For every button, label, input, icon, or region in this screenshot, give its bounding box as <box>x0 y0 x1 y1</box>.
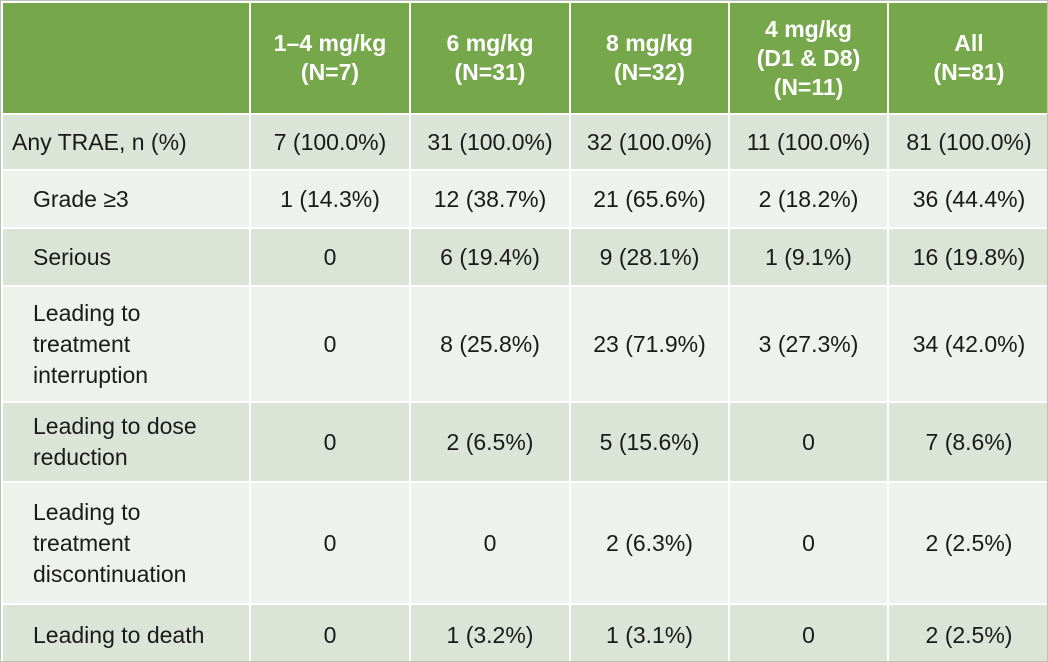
table-cell: 3 (27.3%) <box>728 285 889 403</box>
table-cell: 32 (100.0%) <box>569 113 730 171</box>
header-cell-8-mgkg: 8 mg/kg (N=32) <box>569 1 730 115</box>
header-row: 1–4 mg/kg (N=7) 6 mg/kg (N=31) 8 mg/kg (… <box>1 1 1047 115</box>
header-line: 6 mg/kg <box>446 30 534 56</box>
table-cell: 2 (2.5%) <box>887 481 1047 605</box>
header-line: 4 mg/kg <box>765 15 852 42</box>
table-row: Any TRAE, n (%) 7 (100.0%) 31 (100.0%) 3… <box>1 113 1047 171</box>
row-label-line: discontinuation <box>33 560 187 587</box>
row-label-line: Serious <box>33 243 111 270</box>
header-cell-all: All (N=81) <box>887 1 1047 115</box>
row-label: Leading to death <box>1 603 251 661</box>
header-line: (N=7) <box>300 59 360 85</box>
table-cell: 1 (3.2%) <box>409 603 571 661</box>
table-cell: 2 (2.5%) <box>887 603 1047 661</box>
table-cell: 1 (14.3%) <box>249 169 411 229</box>
table-cell: 11 (100.0%) <box>728 113 889 171</box>
header-line: (N=81) <box>933 59 1005 85</box>
table-row: Leading to death 0 1 (3.2%) 1 (3.1%) 0 2… <box>1 603 1047 661</box>
table-cell: 21 (65.6%) <box>569 169 730 229</box>
table-row: Leading to treatment interruption 0 8 (2… <box>1 285 1047 403</box>
header-line: (N=32) <box>614 59 685 85</box>
row-label: Leading to treatment discontinuation <box>1 481 251 605</box>
table-cell: 1 (3.1%) <box>569 603 730 661</box>
header-line: (N=11) <box>773 73 844 100</box>
row-label: Grade ≥3 <box>1 169 251 229</box>
header-line: 8 mg/kg <box>606 30 693 56</box>
table-cell: 2 (6.5%) <box>409 401 571 483</box>
row-label-line: Leading to death <box>33 621 205 648</box>
table-cell: 34 (42.0%) <box>887 285 1047 403</box>
row-label-line: Leading to <box>33 299 141 326</box>
row-label: Leading to treatment interruption <box>1 285 251 403</box>
row-label-line: Leading to dose <box>33 413 197 439</box>
table-row: Grade ≥3 1 (14.3%) 12 (38.7%) 21 (65.6%)… <box>1 169 1047 229</box>
table-cell: 0 <box>249 481 411 605</box>
row-label-line: Any TRAE, n (%) <box>12 128 187 155</box>
header-line: (N=31) <box>454 59 526 85</box>
header-line: 1–4 mg/kg <box>273 30 387 56</box>
row-label-line: Leading to <box>33 498 141 525</box>
table-cell: 81 (100.0%) <box>887 113 1047 171</box>
table-cell: 6 (19.4%) <box>409 227 571 287</box>
table-cell: 12 (38.7%) <box>409 169 571 229</box>
table-cell: 0 <box>249 285 411 403</box>
table-cell: 1 (9.1%) <box>728 227 889 287</box>
header-cell-4-mgkg-d1-d8: 4 mg/kg (D1 & D8) (N=11) <box>728 1 889 115</box>
table-cell: 7 (100.0%) <box>249 113 411 171</box>
table-cell: 7 (8.6%) <box>887 401 1047 483</box>
table-cell: 0 <box>409 481 571 605</box>
header-cell-6-mgkg: 6 mg/kg (N=31) <box>409 1 571 115</box>
table-cell: 9 (28.1%) <box>569 227 730 287</box>
table-cell: 36 (44.4%) <box>887 169 1047 229</box>
table-cell: 2 (6.3%) <box>569 481 730 605</box>
row-label: Serious <box>1 227 251 287</box>
table-cell: 0 <box>249 227 411 287</box>
row-label-line: interruption <box>33 361 149 388</box>
table-cell: 23 (71.9%) <box>569 285 730 403</box>
row-label-line: treatment <box>33 529 131 556</box>
table-cell: 8 (25.8%) <box>409 285 571 403</box>
table-cell: 5 (15.6%) <box>569 401 730 483</box>
table-cell: 16 (19.8%) <box>887 227 1047 287</box>
header-corner-cell <box>1 1 251 115</box>
row-label-line: reduction <box>33 444 128 470</box>
table-cell: 0 <box>728 603 889 661</box>
table-cell: 2 (18.2%) <box>728 169 889 229</box>
header-cell-1-4-mgkg: 1–4 mg/kg (N=7) <box>249 1 411 115</box>
row-label-line: Grade ≥3 <box>33 185 129 212</box>
header-line: (D1 & D8) <box>756 44 861 71</box>
table-row: Leading to dose reduction 0 2 (6.5%) 5 (… <box>1 401 1047 483</box>
table-cell: 31 (100.0%) <box>409 113 571 171</box>
table-cell: 0 <box>249 401 411 483</box>
row-label: Any TRAE, n (%) <box>1 113 251 171</box>
row-label: Leading to dose reduction <box>1 401 251 483</box>
table-cell: 0 <box>728 401 889 483</box>
table-row: Leading to treatment discontinuation 0 0… <box>1 481 1047 605</box>
table-cell: 0 <box>728 481 889 605</box>
table-row: Serious 0 6 (19.4%) 9 (28.1%) 1 (9.1%) 1… <box>1 227 1047 287</box>
header-line: All <box>954 30 984 56</box>
table-cell: 0 <box>249 603 411 661</box>
row-label-line: treatment <box>33 330 131 357</box>
